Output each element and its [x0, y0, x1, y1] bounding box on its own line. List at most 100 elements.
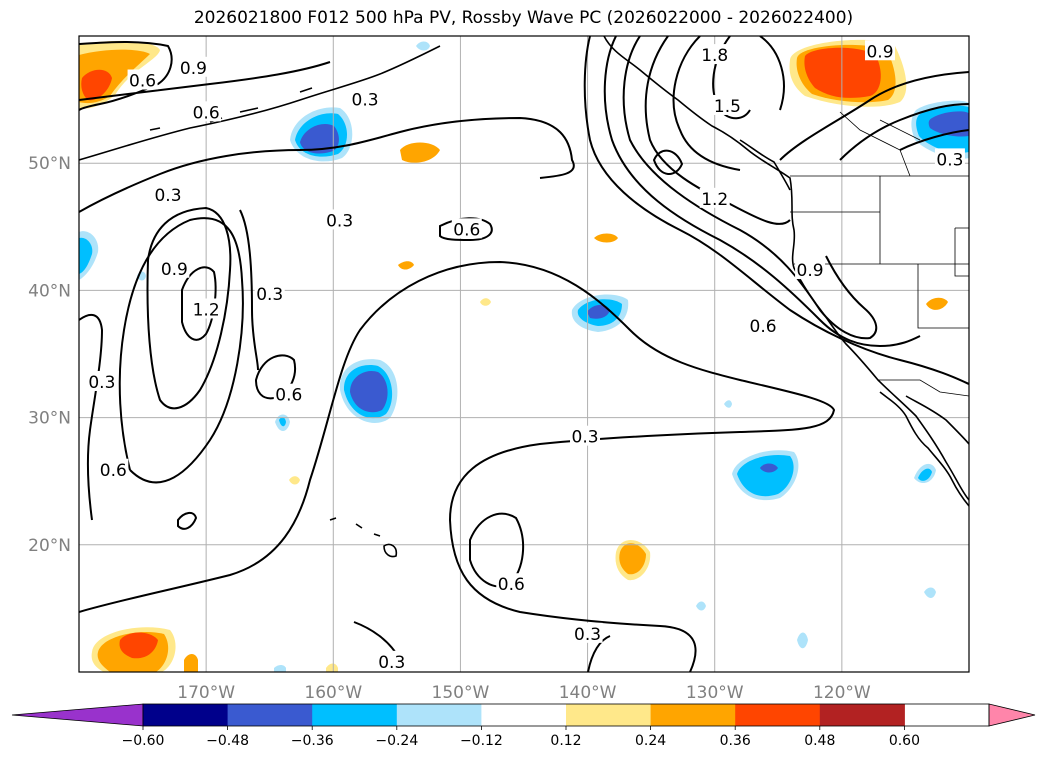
- contour-label: 0.6: [453, 220, 480, 240]
- lat-tick-label: 30°N: [28, 409, 71, 429]
- contour-label-bg: [699, 44, 730, 65]
- contour-east-1p2: [644, 36, 791, 225]
- colorbar-tick-label: 0.60: [889, 733, 920, 749]
- contour-label-bg: [178, 56, 209, 77]
- contour-label-bg: [570, 425, 601, 446]
- page-title: 2026021800 F012 500 hPa PV, Rossby Wave …: [193, 8, 854, 28]
- contour-label: 1.5: [714, 97, 741, 117]
- contour-label: 0.3: [572, 428, 599, 448]
- contour-label: 0.6: [193, 103, 220, 123]
- colorbar-segment: [481, 704, 567, 726]
- contour-label-bg: [699, 187, 730, 208]
- contour-label-bg: [865, 40, 895, 61]
- positive-anomaly-small-8: [326, 663, 338, 672]
- us-mexico-border: [878, 379, 969, 397]
- contour-label-bg: [191, 101, 222, 122]
- colorbar-tick-label: −0.48: [206, 733, 249, 749]
- contour-label: 0.9: [180, 59, 207, 79]
- contour-0p3-small: [177, 512, 198, 530]
- contour-label: 0.9: [161, 260, 188, 280]
- negative-anomaly-left-edge-inner: [79, 237, 93, 274]
- negative-anomaly-small-2: [279, 417, 286, 427]
- alaska-panhandle-bc-coast: [603, 36, 969, 501]
- colorbar-tick-label: −0.36: [291, 733, 334, 749]
- lat-tick-label: 50°N: [28, 154, 71, 174]
- colorbar-tick-label: 0.36: [720, 733, 751, 749]
- positive-anomaly-nw: [79, 40, 160, 109]
- contour-0p9-small: [652, 149, 684, 175]
- negative-anomaly-small-10: [416, 41, 430, 51]
- contour-label: 0.6: [498, 575, 525, 595]
- hawaii-islands: [329, 517, 398, 558]
- colorbar-tick-label: 0.24: [635, 733, 666, 749]
- colorbar-arrow-max: [988, 703, 1036, 727]
- contour-label: 0.3: [326, 211, 353, 231]
- contour-0p6-top: [79, 41, 331, 111]
- colorbar-segment: [735, 704, 821, 726]
- negative-anomaly-small-5: [724, 400, 732, 408]
- contour-label-bg: [191, 298, 222, 319]
- contour-east-1p5: [672, 36, 741, 171]
- contour-label: 0.9: [866, 42, 893, 62]
- colorbar-segment: [819, 704, 905, 726]
- colorbar-tick-label: −0.60: [122, 733, 165, 749]
- positive-anomaly-small-1: [400, 142, 440, 163]
- colorbar-segment: [312, 704, 398, 726]
- lon-tick-label: 120°W: [813, 683, 871, 703]
- contour-0p3-upper: [79, 116, 575, 371]
- contour-labels: 0.60.90.60.31.8 0.91.50.30.30.3 0.61.20.90…: [86, 40, 965, 672]
- contour-label: 1.2: [701, 190, 728, 210]
- gridlines: [79, 36, 969, 672]
- positive-anomaly-small-4: [480, 298, 491, 306]
- negative-anomaly-west-central: [339, 359, 398, 423]
- lat-tick-label: 20°N: [28, 536, 71, 556]
- positive-anomaly-small-2: [594, 233, 618, 243]
- contour-label-bg: [86, 370, 117, 391]
- contour-0p3-main: [79, 260, 836, 672]
- contour-east-upper: [759, 36, 969, 161]
- positive-anomaly-sw: [91, 627, 176, 672]
- contour-label: 0.6: [750, 317, 777, 337]
- contour-label-bg: [451, 218, 482, 239]
- negative-anomaly-ne: [911, 100, 969, 159]
- colorbar-segment: [396, 704, 482, 726]
- contour-label: 0.3: [88, 373, 115, 393]
- contour-label-bg: [159, 257, 190, 278]
- colorbar: −0.60 −0.48 −0.36 −0.24 −0.12 0.12 0.24 0.36 0.4…: [11, 703, 1036, 749]
- colorbar-tick-label: −0.24: [375, 733, 418, 749]
- negative-anomaly-small-11: [274, 665, 286, 672]
- contour-east-0p6: [603, 36, 921, 348]
- positive-anomaly-small-6: [289, 476, 300, 485]
- lon-tick-label: 160°W: [304, 683, 362, 703]
- contour-label-bg: [934, 148, 965, 169]
- contour-0p6-left-loop: [118, 217, 244, 484]
- political-borders: [790, 111, 969, 397]
- contour-label-bg: [98, 458, 129, 479]
- contour-label: 0.6: [129, 72, 156, 92]
- contour-label: 0.3: [352, 91, 379, 111]
- negative-anomaly-small-6: [696, 601, 706, 611]
- contour-0p6-center: [439, 217, 493, 242]
- colorbar-segment: [227, 704, 313, 726]
- negative-anomaly-small-8: [797, 632, 808, 649]
- colorbar-tick-label: −0.12: [460, 733, 503, 749]
- state-borders: [790, 176, 969, 329]
- colorbar-segment: [143, 704, 229, 726]
- colorbar-tick-label: 0.48: [804, 733, 835, 749]
- contour-label: 1.2: [193, 300, 220, 320]
- contour-label-bg: [324, 209, 355, 230]
- negative-anomaly-small-4: [918, 468, 932, 481]
- colorbar-segment: [566, 704, 652, 726]
- contour-label: 0.3: [936, 150, 963, 170]
- contour-label-bg: [572, 622, 603, 643]
- contour-label: 0.3: [256, 285, 283, 305]
- canada-provinces: [839, 111, 921, 177]
- negative-anomaly-gulf-of-alaska: [290, 107, 353, 162]
- positive-anomaly-small-5: [926, 297, 948, 310]
- positive-anomaly-south: [615, 540, 651, 581]
- lon-tick-label: 130°W: [686, 683, 744, 703]
- colorbar-tick-label: 0.12: [550, 733, 581, 749]
- contour-label-bg: [127, 69, 158, 90]
- negative-anomaly-central: [571, 294, 629, 332]
